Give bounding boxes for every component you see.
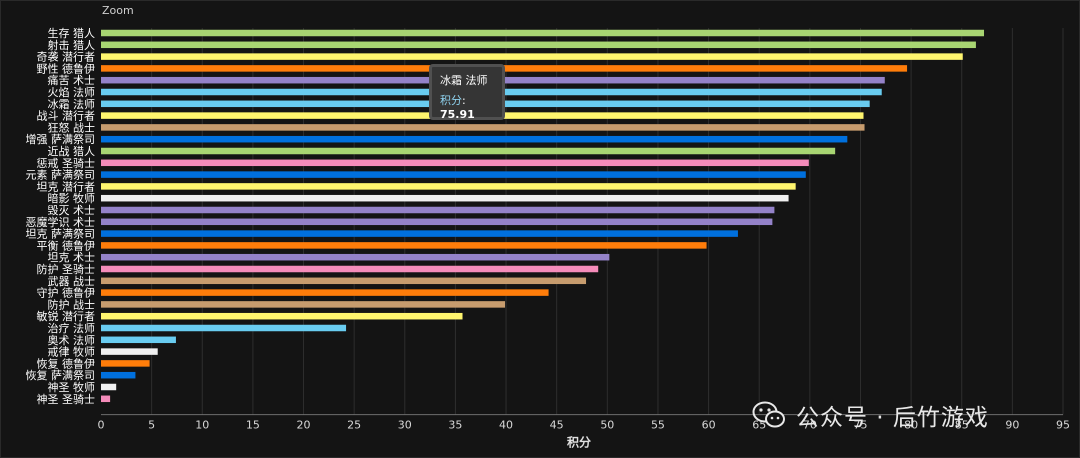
bar: [101, 301, 506, 308]
x-tick-label: 85: [955, 419, 969, 432]
tooltip-row: 积分: 75.91: [440, 94, 502, 122]
bar: [101, 53, 963, 60]
bar: [101, 124, 865, 131]
tooltip-title: 冰霜 法师: [440, 74, 488, 87]
y-tick-label: 防护 圣骑士: [37, 262, 96, 276]
bar: [101, 360, 150, 367]
y-tick-label: 守护 德鲁伊: [37, 286, 96, 300]
y-tick-label: 射击 猎人: [48, 38, 96, 52]
bar: [101, 242, 707, 249]
tooltip-label: 积分: [440, 94, 462, 107]
bar: [101, 383, 117, 391]
y-tick-label: 野性 德鲁伊: [37, 61, 96, 75]
y-tick-label: 敏锐 潜行者: [37, 309, 96, 323]
x-axis-ticks: 0 5 10 15 20 25 30 35 40 45 50 55 60 65 70 75 80 85 90 95: [98, 419, 1071, 432]
x-tick-label: 25: [347, 419, 361, 432]
x-tick-label: 90: [1005, 419, 1019, 432]
bar: [101, 371, 136, 379]
x-axis-title: 积分: [567, 435, 591, 450]
y-tick-label: 奥术 法师: [48, 333, 96, 347]
y-tick-label: 痛苦 术士: [48, 73, 96, 87]
bar: [101, 312, 463, 320]
bar: [101, 230, 738, 237]
x-tick-label: 30: [398, 419, 412, 432]
x-tick-label: 5: [148, 419, 155, 432]
bar: [101, 395, 111, 403]
y-tick-label: 恶魔学识 术士: [26, 215, 96, 229]
x-tick-label: 20: [297, 419, 311, 432]
watermark: 公众号 · 后竹游戏: [752, 395, 989, 435]
y-tick-label: 暗影 牧师: [48, 191, 96, 205]
tooltip-separator: :: [462, 94, 466, 107]
bar: [101, 253, 610, 261]
y-tick-label: 武器 战士: [48, 275, 96, 288]
y-tick-label: 坦克 萨满祭司: [26, 227, 96, 241]
bar: [101, 324, 347, 332]
y-tick-label: 奇袭 潜行者: [37, 50, 96, 64]
y-tick-label: 戒律 牧师: [48, 345, 96, 359]
y-tick-label: 神圣 圣骑士: [37, 392, 96, 406]
bar: [101, 183, 796, 190]
y-tick-label: 冰霜 法师: [48, 97, 96, 111]
watermark-text: 公众号 · 后竹游戏: [796, 405, 989, 431]
x-tick-label: 60: [702, 419, 716, 432]
y-tick-label: 防护 战士: [48, 297, 96, 311]
bar: [101, 265, 599, 273]
y-tick-label: 平衡 德鲁伊: [37, 238, 96, 252]
x-tick-label: 95: [1056, 419, 1070, 432]
x-tick-label: 35: [448, 419, 462, 432]
x-tick-label: 50: [600, 419, 614, 432]
y-tick-label: 坦克 术士: [48, 250, 96, 264]
x-tick-label: 75: [853, 419, 867, 432]
y-tick-label: 狂怒 战士: [48, 120, 96, 134]
x-tick-label: 55: [651, 419, 665, 432]
x-tick-label: 70: [803, 419, 817, 432]
bar: [101, 289, 549, 296]
x-tick-label: 15: [246, 419, 260, 432]
bar: [101, 147, 836, 155]
y-tick-label: 神圣 牧师: [48, 380, 96, 394]
x-tick-label: 0: [98, 419, 105, 432]
y-tick-label: 近战 猎人: [48, 144, 96, 158]
y-tick-label: 恢复 萨满祭司: [26, 368, 96, 382]
bars: [101, 29, 985, 403]
zoom-label[interactable]: Zoom: [102, 4, 134, 17]
y-tick-label: 治疗 法师: [48, 321, 96, 335]
y-tick-label: 战斗 潜行者: [37, 109, 96, 123]
bar: [101, 277, 587, 285]
x-tick-label: 40: [499, 419, 513, 432]
x-tick-label: 10: [195, 419, 209, 432]
tooltip-value: 75.91: [440, 108, 475, 121]
bar: [101, 206, 775, 214]
y-tick-label: 增强 萨满祭司: [26, 132, 96, 146]
y-tick-label: 恢复 德鲁伊: [37, 356, 96, 370]
hover-tooltip: 冰霜 法师 积分: 75.91: [429, 64, 505, 122]
y-tick-label: 惩戒 圣骑士: [37, 157, 96, 170]
y-tick-label: 毁灭 术士: [48, 203, 96, 217]
y-tick-label: 火焰 法师: [48, 85, 96, 99]
x-tick-label: 45: [550, 419, 564, 432]
bar: [101, 171, 806, 178]
bar: [101, 41, 976, 49]
bar: [101, 218, 773, 226]
wechat-icon: [752, 401, 785, 428]
y-tick-label: 元素 萨满祭司: [26, 169, 96, 182]
bar: [101, 159, 809, 167]
y-tick-label: 生存 猎人: [48, 26, 96, 40]
bar: [101, 135, 848, 143]
bar: [101, 194, 789, 202]
bar: [101, 348, 158, 355]
bar: [101, 29, 985, 37]
y-tick-label: 坦克 潜行者: [37, 179, 96, 193]
x-tick-label: 80: [904, 419, 918, 432]
bar: [101, 336, 176, 344]
